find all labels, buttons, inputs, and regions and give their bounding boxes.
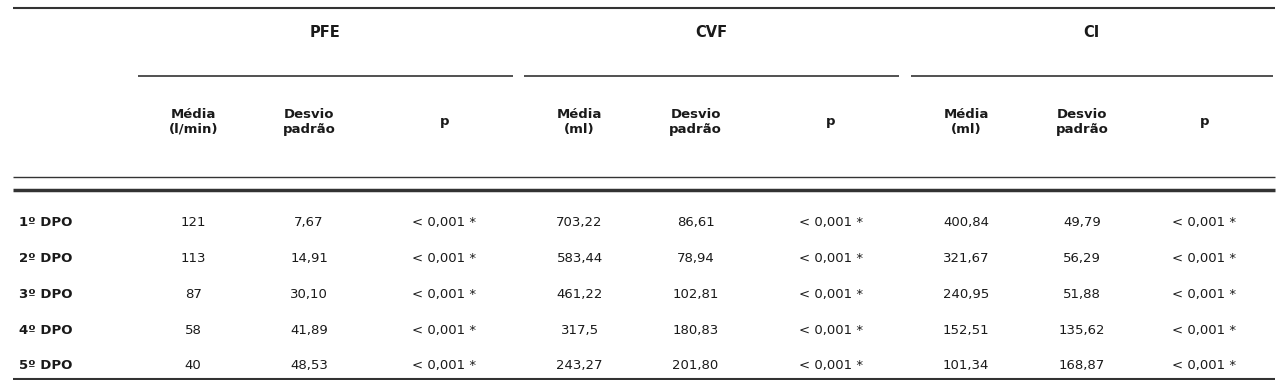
Text: 240,95: 240,95 xyxy=(943,288,989,301)
Text: Média
(ml): Média (ml) xyxy=(943,108,989,136)
Text: p: p xyxy=(826,115,836,128)
Text: 121: 121 xyxy=(180,216,206,229)
Text: 168,87: 168,87 xyxy=(1059,359,1105,372)
Text: 78,94: 78,94 xyxy=(676,252,715,265)
Text: 243,27: 243,27 xyxy=(556,359,603,372)
Text: 583,44: 583,44 xyxy=(556,252,603,265)
Text: Desvio
padrão: Desvio padrão xyxy=(668,108,723,136)
Text: < 0,001 *: < 0,001 * xyxy=(1172,216,1236,229)
Text: 87: 87 xyxy=(184,288,202,301)
Text: 58: 58 xyxy=(184,324,202,337)
Text: < 0,001 *: < 0,001 * xyxy=(799,216,863,229)
Text: 30,10: 30,10 xyxy=(290,288,328,301)
Text: 703,22: 703,22 xyxy=(556,216,603,229)
Text: < 0,001 *: < 0,001 * xyxy=(1172,252,1236,265)
Text: < 0,001 *: < 0,001 * xyxy=(412,216,477,229)
Text: 1º DPO: 1º DPO xyxy=(19,216,72,229)
Text: 201,80: 201,80 xyxy=(672,359,719,372)
Text: p: p xyxy=(1199,115,1209,128)
Text: 86,61: 86,61 xyxy=(676,216,715,229)
Text: < 0,001 *: < 0,001 * xyxy=(799,288,863,301)
Text: CVF: CVF xyxy=(696,25,728,40)
Text: 56,29: 56,29 xyxy=(1063,252,1101,265)
Text: PFE: PFE xyxy=(310,25,340,40)
Text: 40: 40 xyxy=(184,359,202,372)
Text: 4º DPO: 4º DPO xyxy=(19,324,73,337)
Text: < 0,001 *: < 0,001 * xyxy=(1172,288,1236,301)
Text: 48,53: 48,53 xyxy=(290,359,328,372)
Text: 7,67: 7,67 xyxy=(295,216,323,229)
Text: < 0,001 *: < 0,001 * xyxy=(412,324,477,337)
Text: < 0,001 *: < 0,001 * xyxy=(1172,324,1236,337)
Text: 113: 113 xyxy=(180,252,206,265)
Text: 135,62: 135,62 xyxy=(1059,324,1105,337)
Text: 400,84: 400,84 xyxy=(943,216,989,229)
Text: CI: CI xyxy=(1083,25,1100,40)
Text: < 0,001 *: < 0,001 * xyxy=(799,359,863,372)
Text: < 0,001 *: < 0,001 * xyxy=(412,252,477,265)
Text: < 0,001 *: < 0,001 * xyxy=(799,324,863,337)
Text: < 0,001 *: < 0,001 * xyxy=(1172,359,1236,372)
Text: 3º DPO: 3º DPO xyxy=(19,288,73,301)
Text: 5º DPO: 5º DPO xyxy=(19,359,72,372)
Text: < 0,001 *: < 0,001 * xyxy=(412,359,477,372)
Text: < 0,001 *: < 0,001 * xyxy=(412,288,477,301)
Text: 321,67: 321,67 xyxy=(943,252,989,265)
Text: 2º DPO: 2º DPO xyxy=(19,252,72,265)
Text: p: p xyxy=(439,115,450,128)
Text: Desvio
padrão: Desvio padrão xyxy=(282,108,336,136)
Text: 41,89: 41,89 xyxy=(290,324,328,337)
Text: 101,34: 101,34 xyxy=(943,359,989,372)
Text: < 0,001 *: < 0,001 * xyxy=(799,252,863,265)
Text: 14,91: 14,91 xyxy=(290,252,328,265)
Text: 152,51: 152,51 xyxy=(943,324,989,337)
Text: 461,22: 461,22 xyxy=(556,288,603,301)
Text: Desvio
padrão: Desvio padrão xyxy=(1055,108,1109,136)
Text: 49,79: 49,79 xyxy=(1063,216,1101,229)
Text: 51,88: 51,88 xyxy=(1063,288,1101,301)
Text: 317,5: 317,5 xyxy=(560,324,599,337)
Text: Média
(ml): Média (ml) xyxy=(556,108,603,136)
Text: Média
(l/min): Média (l/min) xyxy=(169,108,218,136)
Text: 180,83: 180,83 xyxy=(672,324,719,337)
Text: 102,81: 102,81 xyxy=(672,288,719,301)
